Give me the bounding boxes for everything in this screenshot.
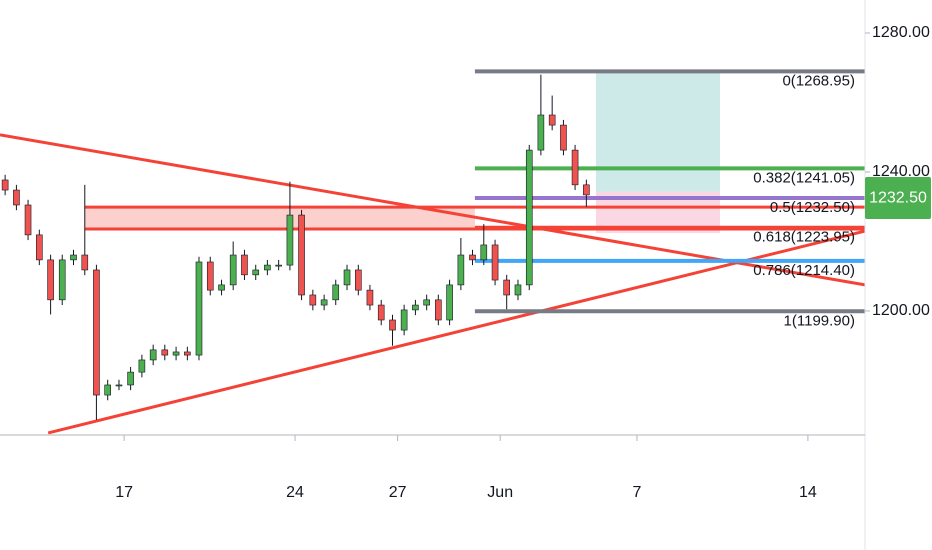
candle-body <box>469 254 476 261</box>
candle-body <box>514 284 522 296</box>
candle-body <box>241 254 248 276</box>
candle-body <box>491 244 499 281</box>
fib-label: 0.5(1232.50) <box>770 199 855 216</box>
fib-label: 0.382(1241.05) <box>753 169 855 186</box>
x-tick-label: 7 <box>633 484 642 501</box>
candle-body <box>149 349 157 361</box>
candle-body <box>457 254 465 286</box>
candle-body <box>389 319 396 331</box>
support-zone <box>85 207 475 229</box>
x-tick-label: 17 <box>115 484 133 501</box>
fib-label: 0.786(1214.40) <box>753 262 855 279</box>
candle-body <box>115 384 123 387</box>
candle-body <box>400 309 408 331</box>
candle-body <box>583 184 590 196</box>
candle-body <box>332 284 340 301</box>
candle-body <box>1 179 9 191</box>
y-tick-label: 1200.00 <box>872 302 930 319</box>
candle-body <box>355 269 362 291</box>
candle-body <box>206 261 214 291</box>
candle-body <box>571 149 579 186</box>
candle-body <box>184 351 191 356</box>
candle-body <box>435 299 442 321</box>
candle-body <box>377 304 385 321</box>
candle-body <box>70 254 77 261</box>
candle-body <box>47 259 54 301</box>
candle-body <box>93 269 100 396</box>
profit-zone <box>595 72 721 192</box>
candle-body <box>412 304 419 311</box>
price-label-box <box>865 177 931 220</box>
candle-body <box>127 371 134 386</box>
candle-body <box>229 254 237 286</box>
candle-body <box>138 359 146 373</box>
x-tick-label: 14 <box>799 484 817 501</box>
candle-body <box>104 384 111 396</box>
candle-body <box>264 264 271 271</box>
candle-body <box>13 189 20 206</box>
y-tick-label: 1280.00 <box>872 24 930 41</box>
candle-body <box>218 284 225 291</box>
candle-body <box>560 124 567 151</box>
candle-body <box>81 254 89 271</box>
y-tick-label: 1240.00 <box>872 163 930 180</box>
candle-body <box>172 351 180 356</box>
candle-body <box>36 234 43 261</box>
x-tick-label: Jun <box>487 484 513 501</box>
fib-label: 0.618(1223.95) <box>753 229 855 246</box>
x-tick-label: 27 <box>389 484 407 501</box>
candle-body <box>24 204 32 236</box>
price-label: 1232.50 <box>869 189 927 206</box>
candle-body <box>309 294 317 306</box>
candle-body <box>286 214 294 266</box>
fib-label: 1(1199.90) <box>784 312 855 329</box>
candle-body <box>320 299 328 306</box>
candle-body <box>548 114 556 126</box>
candle-body <box>58 259 66 301</box>
candle-body <box>195 261 203 356</box>
x-tick-label: 24 <box>286 484 304 501</box>
candle-body <box>275 264 282 267</box>
candle-body <box>446 284 453 321</box>
candle-body <box>366 289 374 306</box>
candle-body <box>161 349 169 356</box>
candle-body <box>503 279 510 296</box>
candle-body <box>480 244 488 261</box>
candle-body <box>343 269 351 286</box>
candle-body <box>423 299 430 306</box>
candle-body <box>252 269 260 276</box>
candle-body <box>537 114 545 151</box>
trend-line <box>47 229 866 435</box>
fib-label: 0(1268.95) <box>782 72 855 89</box>
plot: 0(1268.95) 0.382(1241.05) 0.5(1232.50) 0.61… <box>0 69 866 435</box>
candle-body <box>525 149 533 286</box>
candle-body <box>298 214 305 296</box>
